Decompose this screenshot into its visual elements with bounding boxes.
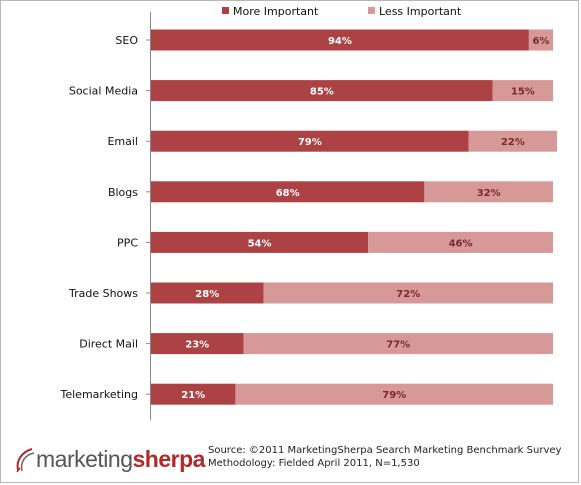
legend-label: More Important — [233, 5, 319, 18]
data-label: 79% — [382, 390, 406, 401]
bar-less-important — [263, 282, 553, 304]
data-label: 77% — [386, 340, 410, 351]
data-label: 68% — [276, 188, 300, 199]
footer: marketingsherpa Source: ©2011 MarketingS… — [10, 436, 575, 480]
source-line: Source: ©2011 MarketingSherpa Search Mar… — [208, 445, 562, 456]
bar-less-important — [235, 383, 554, 405]
bar-less-important — [424, 181, 553, 203]
data-label: 28% — [195, 289, 219, 300]
data-label: 54% — [248, 238, 272, 249]
bar-more-important — [151, 130, 469, 152]
bar-less-important — [492, 80, 553, 102]
data-label: 21% — [181, 390, 205, 401]
logo-text-sherpa: sherpa — [132, 446, 205, 472]
category-label: Trade Shows — [68, 287, 138, 300]
logo-text-marketing: marketing — [36, 446, 133, 472]
plot-area: SEO 94% 6% Social Media 85% 15% Email 79% 22% Blo… — [60, 12, 558, 420]
data-label: 72% — [396, 289, 420, 300]
data-label: 94% — [328, 36, 352, 47]
category-label: SEO — [115, 34, 138, 47]
category-label: PPC — [117, 236, 138, 249]
data-label: 15% — [511, 87, 535, 98]
bar-more-important — [151, 29, 529, 51]
bar-more-important — [151, 181, 425, 203]
bar-more-important — [151, 383, 236, 405]
data-label: 85% — [310, 87, 334, 98]
bar-more-important — [151, 282, 264, 304]
logo-wordmark: marketingsherpa — [36, 446, 205, 473]
bar-less-important — [243, 333, 553, 355]
category-label: Direct Mail — [79, 338, 138, 351]
category-label: Blogs — [108, 186, 138, 199]
legend-swatch — [222, 7, 229, 14]
data-label: 32% — [477, 188, 501, 199]
data-label: 22% — [501, 137, 525, 148]
bar-more-important — [151, 333, 244, 355]
bar-less-important — [368, 231, 553, 253]
marketingsherpa-logo: marketingsherpa — [10, 436, 230, 480]
legend-label: Less Important — [379, 5, 462, 18]
category-label: Telemarketing — [60, 388, 139, 401]
category-label: Social Media — [69, 85, 138, 98]
data-label: 6% — [532, 36, 549, 47]
data-label: 79% — [298, 137, 322, 148]
legend-swatch — [368, 7, 375, 14]
methodology-line: Methodology: Fielded April 2011, N=1,530 — [208, 458, 420, 469]
bar-less-important — [528, 29, 553, 51]
source-note: Source: ©2011 MarketingSherpa Search Mar… — [208, 444, 561, 470]
data-label: 23% — [185, 340, 209, 351]
bar-less-important — [468, 130, 558, 152]
swirl-logo-icon — [16, 448, 35, 472]
bar-more-important — [151, 231, 369, 253]
bar-more-important — [151, 80, 493, 102]
legend: More Important Less Important — [222, 5, 462, 18]
data-label: 46% — [449, 238, 473, 249]
category-label: Email — [107, 135, 138, 148]
